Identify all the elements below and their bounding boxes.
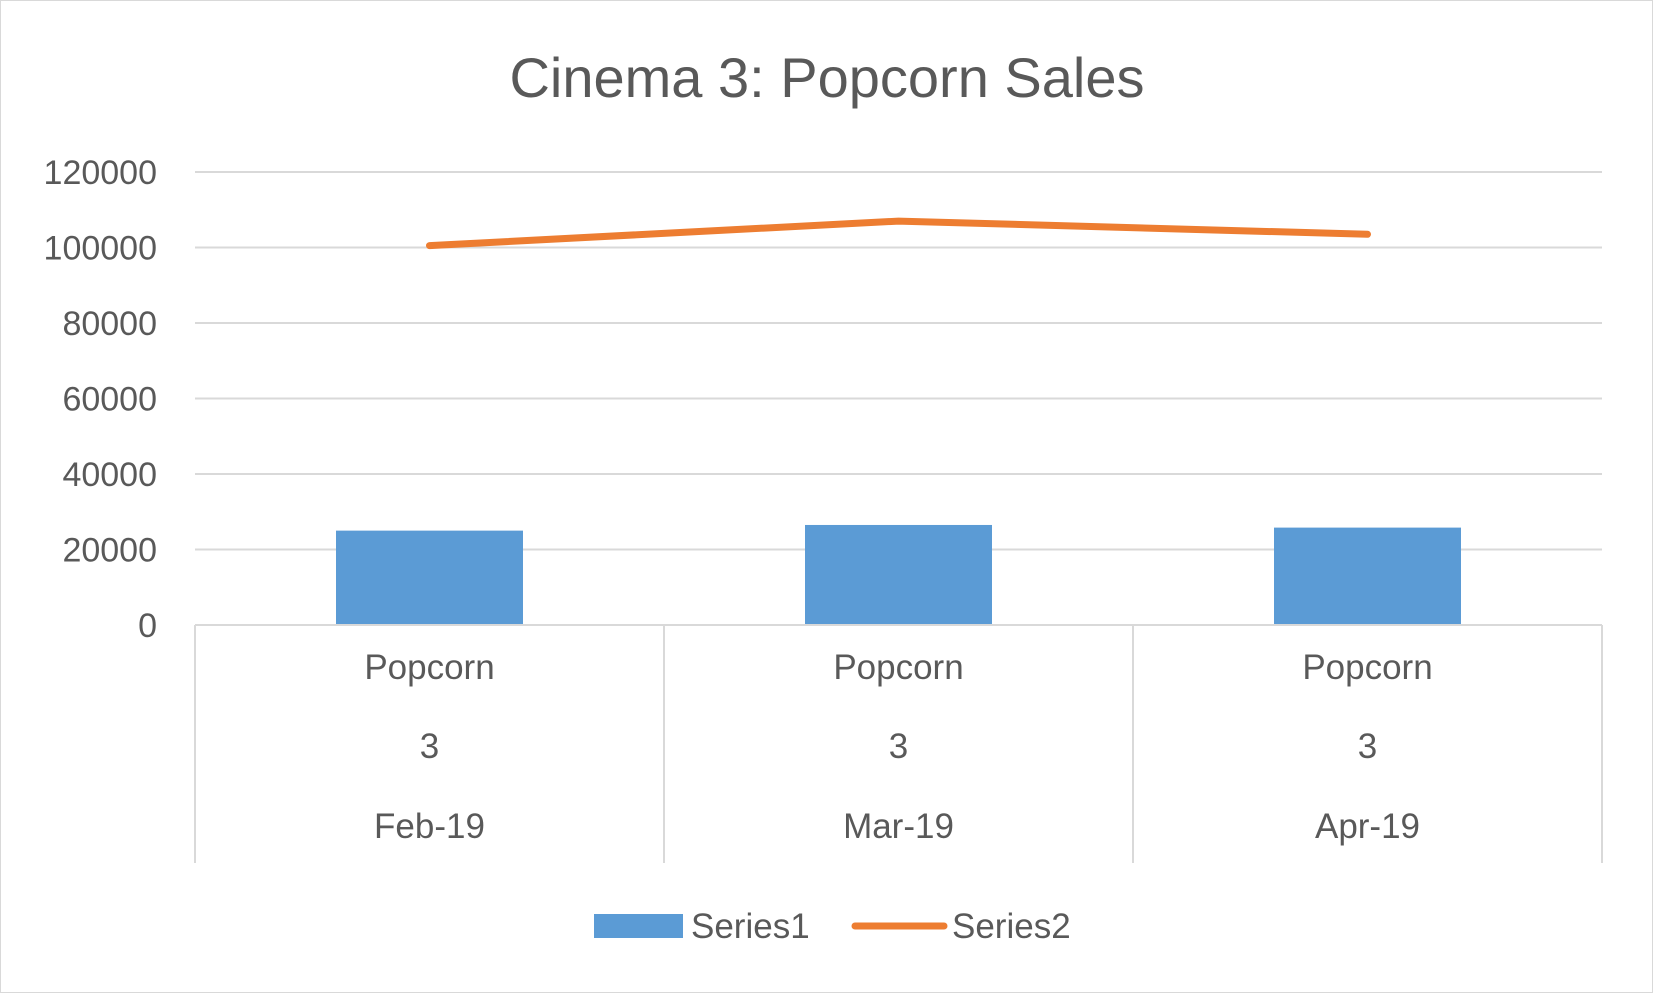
y-tick-label: 40000 (62, 456, 157, 494)
category-label: 3 (420, 727, 439, 766)
bar-series1 (805, 524, 992, 625)
y-tick-label: 20000 (62, 532, 157, 570)
category-label: Popcorn (833, 648, 963, 687)
category-label: Mar-19 (843, 807, 954, 846)
gridlines (195, 171, 1602, 551)
category-label: Popcorn (1302, 648, 1432, 687)
bar-series1 (336, 530, 523, 625)
chart-title: Cinema 3: Popcorn Sales (509, 46, 1144, 109)
legend-label-series2: Series2 (952, 907, 1071, 946)
legend: Series1 Series2 (594, 907, 1071, 946)
legend-swatch-series1 (594, 914, 683, 938)
category-label: Apr-19 (1315, 807, 1420, 846)
legend-label-series1: Series1 (691, 907, 810, 946)
line-series2 (426, 217, 1371, 250)
y-tick-label: 100000 (44, 230, 157, 268)
bar-series1 (1274, 527, 1461, 625)
y-axis-tick-labels: 0 20000 40000 60000 80000 100000 120000 (44, 154, 157, 645)
y-tick-label: 80000 (62, 305, 157, 343)
series2-line (426, 217, 1371, 250)
category-label: Feb-19 (374, 807, 485, 846)
category-label: Popcorn (364, 648, 494, 687)
y-tick-label: 0 (138, 607, 157, 645)
y-tick-label: 60000 (62, 381, 157, 419)
category-label: 3 (1358, 727, 1377, 766)
y-tick-label: 120000 (44, 154, 157, 192)
category-label: 3 (889, 727, 908, 766)
series1-bars (336, 524, 1461, 625)
category-axis: Popcorn 3 Feb-19 Popcorn 3 Mar-19 Popcorn 3 Apr-… (194, 624, 1603, 863)
